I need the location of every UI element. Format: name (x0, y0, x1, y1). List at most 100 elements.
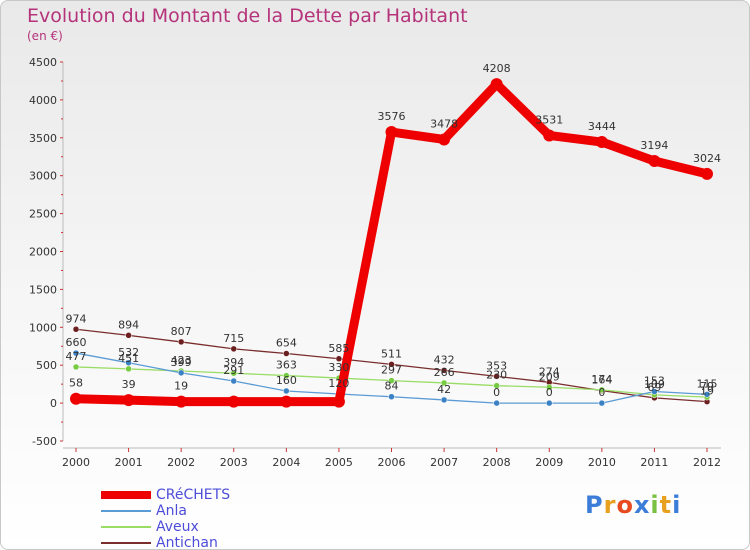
y-tick-label: 1500 (29, 283, 57, 296)
data-point (440, 396, 448, 404)
data-point (283, 387, 290, 395)
data-label: 291 (223, 364, 244, 377)
data-label: 3531 (535, 113, 563, 126)
data-point (230, 377, 237, 385)
x-tick-label: 2008 (483, 456, 511, 469)
data-point (125, 332, 132, 339)
data-point (648, 154, 661, 167)
y-tick-label: 4500 (29, 56, 57, 69)
data-label: 894 (118, 318, 139, 331)
data-point (493, 373, 500, 380)
data-label: 399 (171, 356, 192, 369)
y-tick-label: 2000 (29, 246, 57, 259)
y-tick-label: 500 (36, 359, 57, 372)
data-point (177, 338, 185, 346)
data-label: 160 (276, 374, 297, 387)
y-tick-label: 4000 (29, 94, 57, 107)
data-point (335, 355, 343, 363)
y-tick-label: 0 (50, 397, 57, 410)
data-label: 0 (493, 386, 500, 399)
data-point (283, 350, 290, 357)
data-label: 209 (539, 370, 560, 383)
x-tick-label: 2000 (62, 456, 90, 469)
data-label: 3444 (588, 120, 616, 133)
data-label: 654 (276, 337, 297, 350)
data-label: 79 (700, 380, 714, 393)
data-label: 174 (591, 373, 612, 386)
data-point (125, 365, 132, 373)
data-point (546, 384, 553, 391)
data-label: 42 (437, 383, 451, 396)
x-tick-label: 2009 (535, 456, 563, 469)
data-label: 3194 (640, 139, 668, 152)
data-point (651, 388, 658, 395)
legend-swatch (101, 510, 151, 512)
data-label: 585 (328, 342, 349, 355)
data-label: 477 (66, 350, 87, 363)
data-point (385, 126, 398, 139)
data-point (440, 367, 448, 374)
data-label: 432 (434, 353, 455, 366)
legend-item: CRéCHETS (101, 487, 361, 503)
data-point (230, 369, 237, 377)
data-label: 363 (276, 359, 297, 372)
data-point (283, 372, 290, 379)
data-label: 69 (647, 381, 661, 394)
data-point (701, 167, 713, 180)
data-point (388, 393, 395, 400)
x-tick-label: 2007 (430, 456, 458, 469)
data-point (70, 392, 82, 405)
data-point (388, 361, 395, 368)
data-label: 297 (381, 364, 402, 377)
x-tick-label: 2005 (325, 456, 353, 469)
series-layer (70, 78, 713, 408)
data-label: 266 (434, 366, 455, 379)
data-label: 532 (118, 346, 139, 359)
data-label: 19 (700, 385, 714, 398)
data-label: 715 (223, 332, 244, 345)
data-labels: 974 894 807 715 654 585 511 432 353 274 164 69 19 477… (66, 62, 722, 399)
y-tick-label: 1000 (29, 321, 57, 334)
legend-swatch (101, 542, 151, 544)
data-point (703, 391, 711, 398)
data-label: 3024 (693, 152, 721, 165)
y-tick-label: 3500 (29, 132, 57, 145)
legend-item: Antichan (101, 535, 361, 550)
data-point (598, 399, 606, 407)
data-label: 153 (644, 375, 665, 388)
chart-subtitle: (en €) (27, 29, 63, 43)
data-point (125, 359, 132, 367)
x-tick-label: 2006 (378, 456, 406, 469)
y-tick-label: 3000 (29, 170, 57, 183)
data-point (388, 377, 395, 384)
y-tick-label: 2500 (29, 208, 57, 221)
data-label: 3576 (378, 110, 406, 123)
data-label: 423 (171, 354, 192, 367)
data-label: 19 (174, 380, 188, 393)
data-label: 120 (328, 377, 349, 390)
data-label: 807 (171, 325, 192, 338)
data-label: 274 (539, 365, 560, 378)
x-tick-label: 2001 (115, 456, 143, 469)
data-label: 974 (66, 312, 87, 325)
data-label: 230 (486, 369, 507, 382)
x-tick-label: 2002 (167, 456, 195, 469)
legend-label: Antichan (156, 535, 218, 550)
data-point (72, 349, 80, 357)
x-tick-label: 2011 (640, 456, 668, 469)
data-point (440, 379, 448, 387)
data-label: 115 (697, 377, 718, 390)
data-point (546, 399, 553, 407)
proxiti-logo: Proxiti (585, 491, 682, 519)
legend-swatch (101, 526, 151, 528)
legend-label: CRéCHETS (156, 487, 231, 503)
data-label: 39 (122, 378, 136, 391)
data-point (122, 394, 135, 407)
data-label: 394 (223, 356, 244, 369)
data-point (175, 395, 188, 408)
data-point (493, 399, 500, 407)
data-label: 330 (328, 361, 349, 374)
data-point (490, 78, 503, 91)
